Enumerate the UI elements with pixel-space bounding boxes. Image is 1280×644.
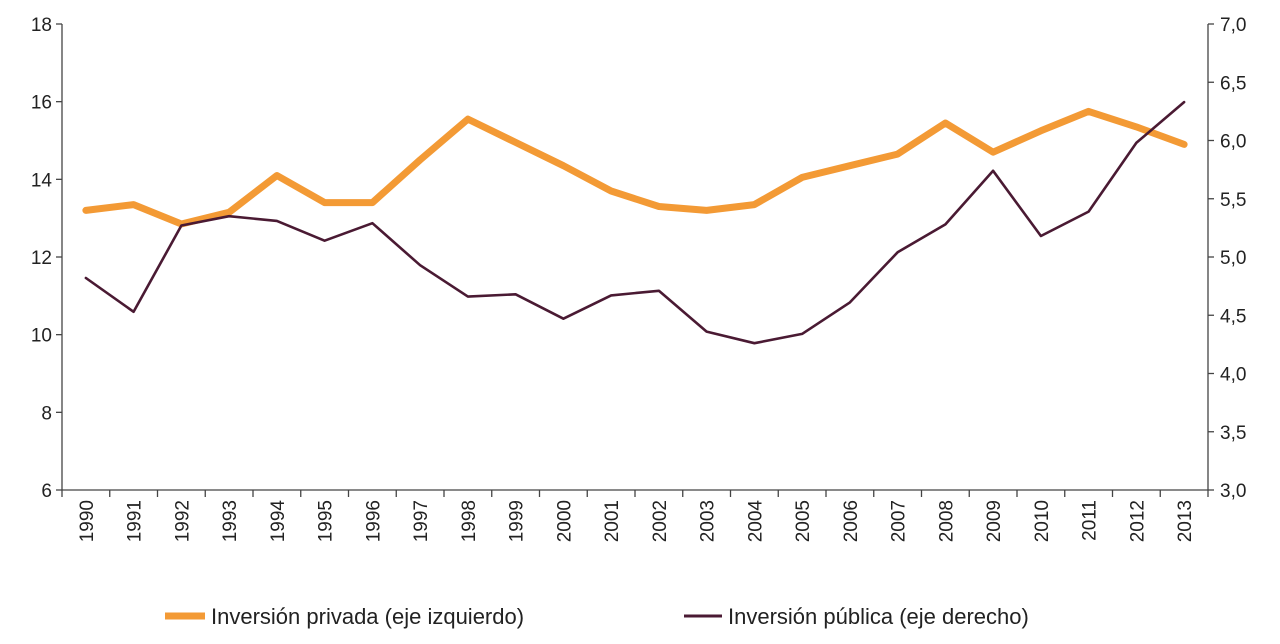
y-right-tick-label: 6,5 [1220, 73, 1246, 94]
series-line-public [84, 100, 1186, 345]
y-right-tick-label: 3,5 [1220, 423, 1246, 444]
x-tick-label: 2000 [554, 500, 575, 542]
x-tick-label: 2007 [889, 500, 910, 542]
legend: Inversión privada (eje izquierdo) Invers… [165, 604, 1029, 629]
x-tick-label: 1996 [363, 500, 384, 542]
x-tick-label: 2001 [602, 500, 623, 542]
x-tick-label: 1990 [77, 500, 98, 542]
x-tick-label: 2009 [984, 500, 1005, 542]
x-tick-label: 2004 [745, 500, 766, 543]
y-left-tick-label: 16 [31, 93, 52, 114]
x-tick-label: 1993 [220, 500, 241, 542]
legend-label-public: Inversión pública (eje derecho) [728, 604, 1029, 629]
x-tick-label: 1994 [268, 500, 289, 543]
y-right-tick-label: 5,0 [1220, 248, 1246, 269]
y-right-tick-label: 3,0 [1220, 481, 1246, 502]
x-tick-label: 1991 [125, 500, 146, 542]
x-tick-label: 2005 [793, 500, 814, 542]
x-tick-label: 2010 [1032, 500, 1053, 542]
y-left-tick-label: 6 [41, 481, 52, 502]
x-tick-label: 1995 [316, 500, 337, 542]
y-left-tick-label: 18 [31, 15, 52, 36]
x-tick-label: 2002 [650, 500, 671, 542]
legend-label-private: Inversión privada (eje izquierdo) [211, 604, 524, 629]
y-right-tick-label: 5,5 [1220, 190, 1246, 211]
y-right-tick-label: 4,0 [1220, 365, 1246, 386]
axes: 6 8 10 12 14 16 18 3,0 3,5 4,0 4,5 5,0 5,5 6,0 6,5 7,0 1… [31, 15, 1247, 542]
x-tick-label: 2012 [1127, 500, 1148, 542]
y-left-tick-label: 12 [31, 248, 52, 269]
x-tick-label: 2011 [1080, 500, 1101, 541]
y-left-tick-label: 8 [41, 403, 52, 424]
y-right-tick-label: 7,0 [1220, 15, 1246, 36]
x-tick-label: 2003 [698, 500, 719, 542]
x-tick-label: 1999 [507, 500, 528, 542]
x-tick-label: 2008 [936, 500, 957, 542]
x-tick-label: 2013 [1175, 500, 1196, 542]
x-tick-label: 2006 [841, 500, 862, 542]
x-tick-label: 1997 [411, 500, 432, 542]
y-left-tick-label: 10 [31, 326, 52, 347]
series-lines [82, 100, 1188, 345]
y-right-tick-label: 6,0 [1220, 132, 1246, 153]
y-left-tick-label: 14 [31, 170, 53, 191]
series-line-private [82, 107, 1188, 228]
x-tick-label: 1992 [172, 500, 193, 542]
y-right-tick-label: 4,5 [1220, 306, 1246, 327]
x-tick-label: 1998 [459, 500, 480, 542]
